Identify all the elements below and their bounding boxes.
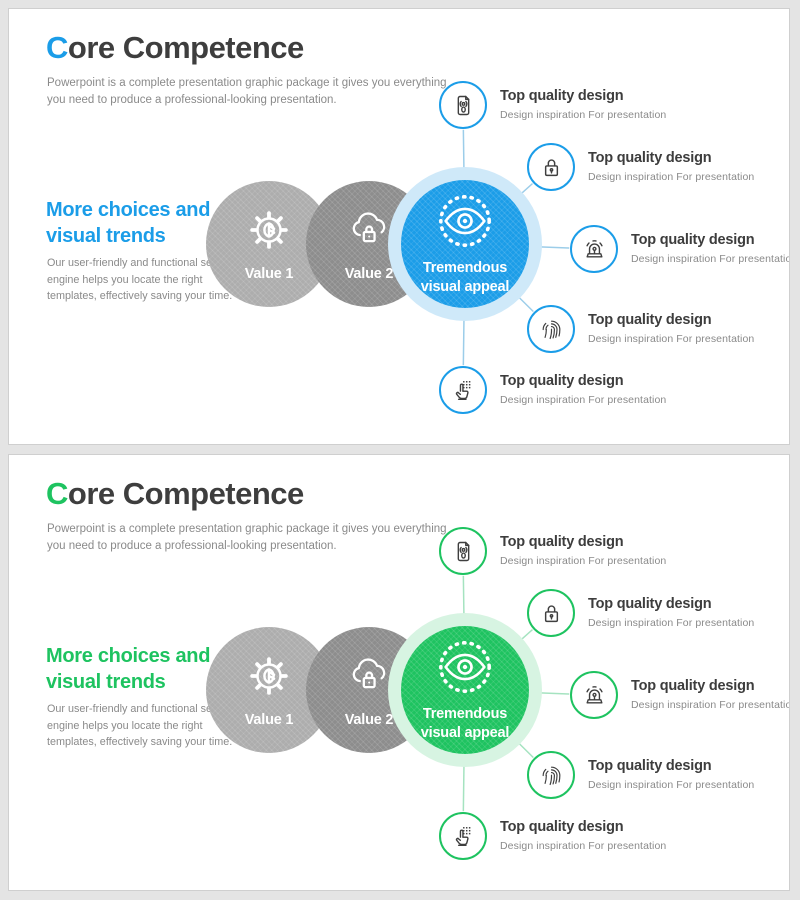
value-1-label: Value 1 bbox=[244, 265, 294, 282]
feature-subtitle: Design inspiration For presentation bbox=[500, 554, 667, 567]
feature-icon-bubble bbox=[439, 366, 487, 414]
feature-text: Top quality design Design inspiration Fo… bbox=[588, 312, 789, 345]
section-heading: More choices and visual trends bbox=[46, 645, 211, 693]
padlock-icon bbox=[538, 154, 565, 181]
feature-title: Top quality design bbox=[588, 312, 712, 329]
feature-title: Top quality design bbox=[588, 150, 712, 167]
feature-text: Top quality design Design inspiration Fo… bbox=[588, 596, 789, 629]
feature-text: Top quality design Design inspiration Fo… bbox=[588, 758, 789, 791]
satellites: Top quality design Design inspiration Fo… bbox=[9, 455, 789, 890]
feature-title: Top quality design bbox=[631, 678, 755, 695]
page-title: Core Competence bbox=[46, 30, 304, 65]
title-accent-letter: C bbox=[46, 476, 68, 511]
feature-icon-bubble bbox=[570, 671, 618, 719]
main-circle: Tremendous visual appeal bbox=[401, 180, 529, 308]
feature-text: Top quality design Design inspiration Fo… bbox=[500, 88, 760, 121]
title-rest: ore Competence bbox=[67, 30, 304, 65]
feature-subtitle: Design inspiration For presentation bbox=[588, 616, 755, 629]
feature-icon-bubble bbox=[527, 305, 575, 353]
feature-item: Top quality design Design inspiration Fo… bbox=[439, 527, 760, 575]
feature-subtitle: Design inspiration For presentation bbox=[631, 698, 790, 711]
feature-icon-bubble bbox=[439, 812, 487, 860]
feature-item: Top quality design Design inspiration Fo… bbox=[527, 589, 789, 637]
feature-title: Top quality design bbox=[500, 88, 624, 105]
feature-subtitle: Design inspiration For presentation bbox=[588, 170, 755, 183]
feature-text: Top quality design Design inspiration Fo… bbox=[631, 232, 790, 265]
intro-text: Powerpoint is a complete presentation gr… bbox=[47, 523, 447, 553]
diagram: Value 1 Value 2 Tremendous visual appeal… bbox=[9, 455, 789, 890]
feature-item: Top quality design Design inspiration Fo… bbox=[570, 225, 790, 273]
padlock-icon bbox=[538, 600, 565, 627]
feature-item: Top quality design Design inspiration Fo… bbox=[527, 143, 789, 191]
feature-item: Top quality design Design inspiration Fo… bbox=[439, 81, 760, 129]
slide-2[interactable]: Core Competence Powerpoint is a complete… bbox=[8, 454, 790, 891]
feature-title: Top quality design bbox=[500, 819, 624, 836]
feature-icon-bubble bbox=[527, 143, 575, 191]
main-circle-label: Tremendous visual appeal bbox=[420, 706, 510, 741]
page-title: Core Competence bbox=[46, 476, 304, 511]
feature-text: Top quality design Design inspiration Fo… bbox=[631, 678, 790, 711]
feature-subtitle: Design inspiration For presentation bbox=[588, 778, 755, 791]
feature-title: Top quality design bbox=[500, 373, 624, 390]
feature-subtitle: Design inspiration For presentation bbox=[500, 393, 667, 406]
main-circle-label: Tremendous visual appeal bbox=[420, 260, 510, 295]
main-circle: Tremendous visual appeal bbox=[401, 626, 529, 754]
value-1-label: Value 1 bbox=[244, 711, 294, 728]
feature-item: Top quality design Design inspiration Fo… bbox=[439, 812, 760, 860]
feature-icon-bubble bbox=[570, 225, 618, 273]
siren-icon bbox=[581, 236, 608, 263]
title-rest: ore Competence bbox=[67, 476, 304, 511]
title-accent-letter: C bbox=[46, 30, 68, 65]
siren-icon bbox=[581, 682, 608, 709]
feature-text: Top quality design Design inspiration Fo… bbox=[588, 150, 789, 183]
feature-icon-bubble bbox=[527, 751, 575, 799]
feature-title: Top quality design bbox=[588, 596, 712, 613]
diagram: Value 1 Value 2 Tremendous visual appeal… bbox=[9, 9, 789, 444]
value-1-circle: Value 1 bbox=[206, 181, 332, 307]
feature-subtitle: Design inspiration For presentation bbox=[500, 108, 667, 121]
feature-title: Top quality design bbox=[631, 232, 755, 249]
feature-subtitle: Design inspiration For presentation bbox=[631, 252, 790, 265]
value-2-label: Value 2 bbox=[344, 265, 394, 282]
feature-title: Top quality design bbox=[500, 534, 624, 551]
intro-text: Powerpoint is a complete presentation gr… bbox=[47, 77, 447, 107]
feature-text: Top quality design Design inspiration Fo… bbox=[500, 373, 760, 406]
feature-item: Top quality design Design inspiration Fo… bbox=[439, 366, 760, 414]
fingerprint-icon bbox=[538, 316, 565, 343]
feature-text: Top quality design Design inspiration Fo… bbox=[500, 534, 760, 567]
touch-device-icon bbox=[450, 538, 477, 565]
feature-item: Top quality design Design inspiration Fo… bbox=[570, 671, 790, 719]
feature-icon-bubble bbox=[439, 81, 487, 129]
feature-subtitle: Design inspiration For presentation bbox=[500, 839, 667, 852]
section-paragraph: Our user-friendly and functional search … bbox=[47, 257, 233, 303]
keypad-press-icon bbox=[450, 377, 477, 404]
feature-item: Top quality design Design inspiration Fo… bbox=[527, 751, 789, 799]
value-2-label: Value 2 bbox=[344, 711, 394, 728]
touch-device-icon bbox=[450, 92, 477, 119]
feature-icon-bubble bbox=[439, 527, 487, 575]
section-heading: More choices and visual trends bbox=[46, 199, 211, 247]
feature-subtitle: Design inspiration For presentation bbox=[588, 332, 755, 345]
keypad-press-icon bbox=[450, 823, 477, 850]
satellites: Top quality design Design inspiration Fo… bbox=[9, 9, 789, 444]
slide-1[interactable]: Core Competence Powerpoint is a complete… bbox=[8, 8, 790, 445]
feature-icon-bubble bbox=[527, 589, 575, 637]
feature-text: Top quality design Design inspiration Fo… bbox=[500, 819, 760, 852]
feature-title: Top quality design bbox=[588, 758, 712, 775]
fingerprint-icon bbox=[538, 762, 565, 789]
feature-item: Top quality design Design inspiration Fo… bbox=[527, 305, 789, 353]
